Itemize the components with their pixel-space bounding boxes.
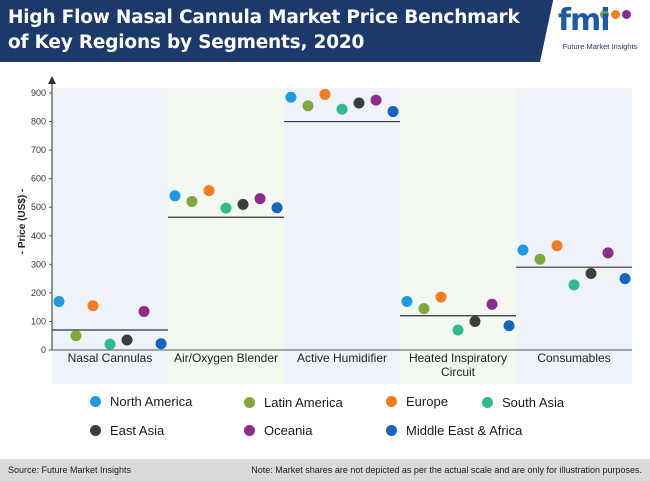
data-point <box>53 295 65 307</box>
category-band <box>400 88 516 384</box>
data-point <box>155 338 167 350</box>
legend-marker-icon <box>244 397 255 408</box>
data-point <box>585 267 597 279</box>
legend-label: Oceania <box>264 423 313 438</box>
x-category-label: Heated Inspiratory <box>409 351 507 365</box>
data-point <box>70 330 82 342</box>
legend-marker-icon <box>90 425 101 436</box>
x-category-label: Air/Oxygen Blender <box>174 351 278 365</box>
x-category-label: Active Humidifier <box>297 351 387 365</box>
data-point <box>220 202 232 214</box>
category-band <box>168 88 284 384</box>
footer: Source: Future Market Insights Note: Mar… <box>0 459 650 481</box>
category-band <box>284 88 400 384</box>
data-point <box>602 247 614 259</box>
legend-label: North America <box>110 394 193 409</box>
y-axis-arrow-icon <box>48 76 56 84</box>
legend-label: Latin America <box>264 395 343 410</box>
legend-marker-icon <box>386 396 397 407</box>
data-point <box>285 91 297 103</box>
data-point <box>534 253 546 265</box>
data-point <box>271 202 283 214</box>
footer-source: Source: Future Market Insights <box>8 465 132 475</box>
x-category-label: Nasal Cannulas <box>68 351 153 365</box>
footer-note: Note: Market shares are not depicted as … <box>251 465 642 475</box>
logo-dots-icon <box>600 6 633 24</box>
data-point <box>237 198 249 210</box>
data-point <box>370 94 382 106</box>
y-tick-label: 700 <box>31 145 46 155</box>
data-point <box>435 291 447 303</box>
data-point <box>319 88 331 100</box>
y-tick-label: 800 <box>31 117 46 127</box>
y-tick-label: 0 <box>41 345 46 355</box>
data-point <box>486 298 498 310</box>
data-point <box>121 334 133 346</box>
y-axis-title: - Price (US$) - <box>17 189 28 255</box>
data-point <box>104 338 116 350</box>
x-category-label: Consumables <box>537 351 610 365</box>
data-point <box>186 196 198 208</box>
data-point <box>353 97 365 109</box>
data-point <box>203 185 215 197</box>
data-point <box>551 240 563 252</box>
y-tick-label: 400 <box>31 231 46 241</box>
data-point <box>568 279 580 291</box>
chart: 0 100 200 300 400 500 600 700 800 900 - Price (US$… <box>17 76 632 384</box>
data-point <box>452 324 464 336</box>
data-point <box>401 295 413 307</box>
data-point <box>503 320 515 332</box>
data-point <box>302 100 314 112</box>
legend-label: Europe <box>406 394 448 409</box>
x-category-label: Circuit <box>441 365 476 379</box>
page-title: High Flow Nasal Cannula Market Price Ben… <box>8 7 520 53</box>
logo-panel <box>540 0 650 62</box>
legend-label: East Asia <box>110 423 165 438</box>
y-tick-label: 100 <box>31 316 46 326</box>
logo: fmi <box>558 3 611 38</box>
header: High Flow Nasal Cannula Market Price Ben… <box>0 0 650 62</box>
legend-marker-icon <box>482 397 493 408</box>
y-tick-label: 300 <box>31 259 46 269</box>
data-point <box>387 106 399 118</box>
data-point <box>254 193 266 205</box>
y-tick-label: 200 <box>31 288 46 298</box>
y-tick-label: 600 <box>31 174 46 184</box>
legend-marker-icon <box>386 425 397 436</box>
y-tick-label: 900 <box>31 88 46 98</box>
legend-label: South Asia <box>502 395 565 410</box>
data-point <box>336 103 348 115</box>
data-point <box>138 305 150 317</box>
data-point <box>517 244 529 256</box>
data-point <box>418 303 430 315</box>
legend-marker-icon <box>244 425 255 436</box>
legend-label: Middle East & Africa <box>406 423 523 438</box>
legend-marker-icon <box>90 396 101 407</box>
data-point <box>469 315 481 327</box>
category-band <box>516 88 632 384</box>
data-point <box>169 190 181 202</box>
y-tick-label: 500 <box>31 202 46 212</box>
data-point <box>619 273 631 285</box>
logo-subtitle: Future Market Insights <box>562 42 638 51</box>
data-point <box>87 300 99 312</box>
